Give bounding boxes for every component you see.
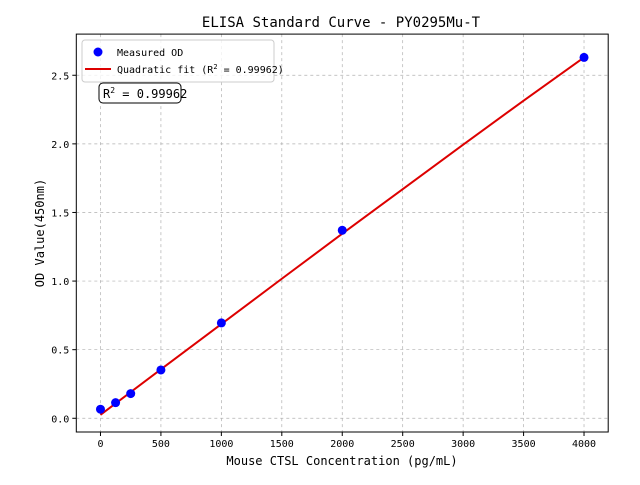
legend: Measured OD Quadratic fit (R2 = 0.99962) (81, 39, 284, 83)
data-point (337, 225, 347, 235)
fit-line-layer (99, 56, 585, 416)
x-tick-label: 1500 (270, 439, 294, 450)
r2-annotation: R2 = 0.99962 (98, 82, 187, 104)
legend-label-fit: Quadratic fit (R2 = 0.99962) (117, 63, 284, 76)
data-point (216, 318, 226, 328)
x-axis-label: Mouse CTSL Concentration (pg/mL) (226, 454, 457, 468)
x-tick-label: 2500 (391, 439, 415, 450)
data-point (95, 404, 105, 414)
y-tick-label: 0.0 (51, 414, 69, 425)
x-tick-label: 4000 (572, 439, 596, 450)
x-tick-label: 2000 (330, 439, 354, 450)
points-layer (95, 52, 589, 414)
data-point (156, 365, 166, 375)
legend-box (81, 39, 275, 83)
r2-box (98, 82, 182, 104)
y-tick-label: 0.5 (51, 346, 69, 357)
legend-label-measured: Measured OD (117, 48, 183, 59)
x-tick-label: 3000 (451, 439, 475, 450)
y-tick-label: 2.5 (51, 71, 69, 82)
data-point (579, 52, 589, 62)
chart-title: ELISA Standard Curve - PY0295Mu-T (202, 15, 481, 31)
r2-text: R2 = 0.99962 (103, 86, 187, 101)
x-tick-label: 3500 (512, 439, 536, 450)
y-tick-label: 2.0 (51, 140, 69, 151)
y-axis-label: OD Value(450nm) (33, 179, 47, 287)
x-tick-label: 1000 (209, 439, 233, 450)
x-tick-label: 0 (97, 439, 103, 450)
legend-marker-measured (93, 47, 103, 57)
ticks: 0 500 1000 1500 2000 2500 3000 3500 4000 0.0 0.5 1.… (51, 71, 596, 450)
data-point (126, 389, 136, 399)
data-point (111, 398, 121, 408)
fit-line (99, 56, 585, 416)
x-tick-label: 500 (152, 439, 170, 450)
y-tick-label: 1.5 (51, 208, 69, 219)
y-tick-label: 1.0 (51, 277, 69, 288)
